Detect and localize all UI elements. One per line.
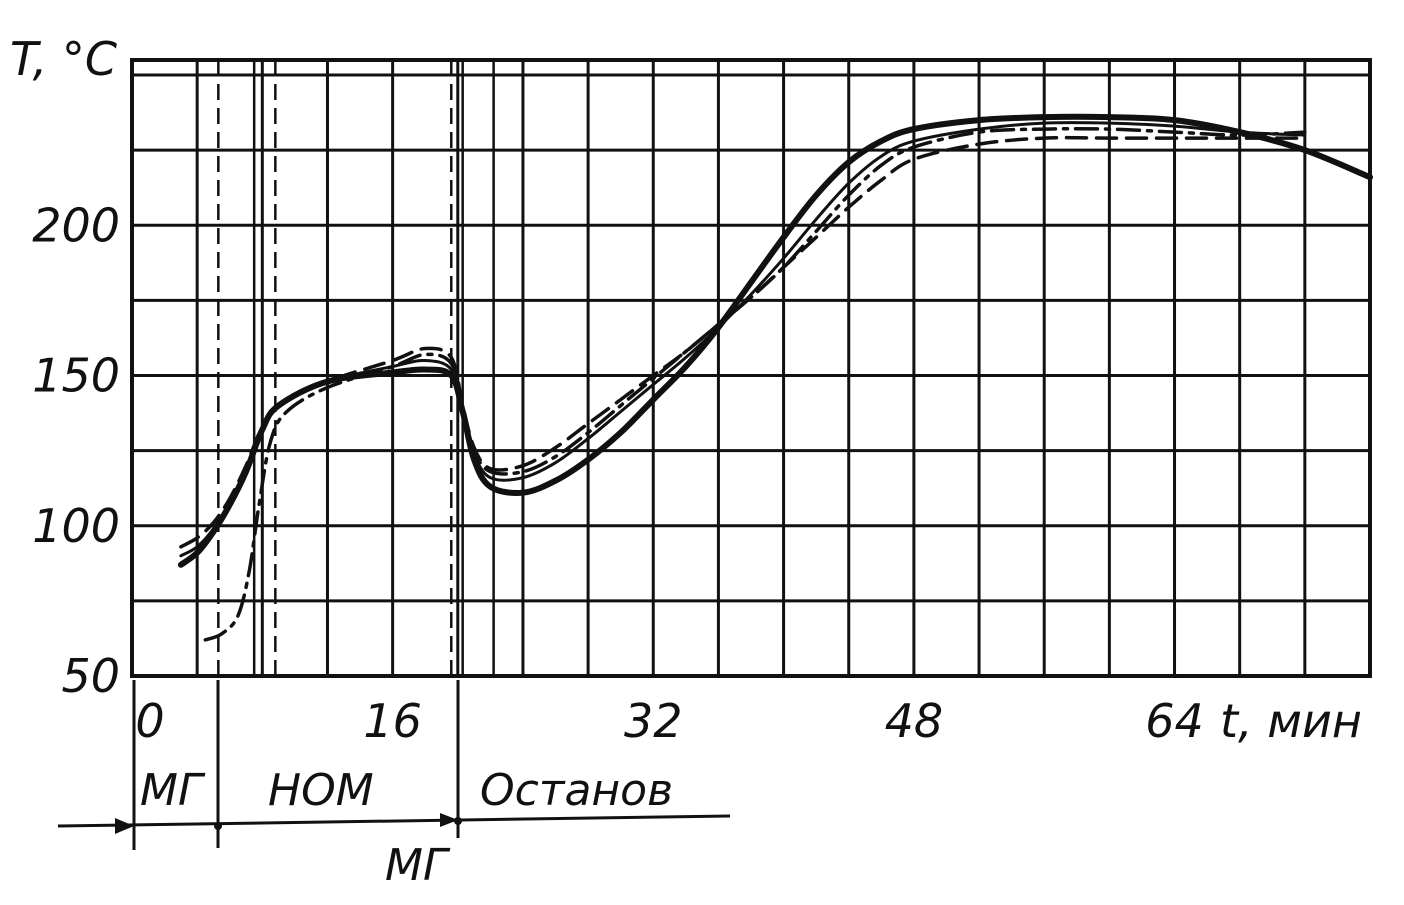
phase-label-mg-transition: МГ (385, 840, 451, 891)
y-tick-label: 100 (32, 499, 120, 553)
phase-timeline: МГ НОМ МГ Останов (57, 680, 731, 891)
x-tick-label: 64 (1145, 694, 1204, 748)
grid-layer (132, 60, 1370, 676)
series-layer (177, 113, 1373, 642)
series-line-solid-thick (177, 113, 1373, 568)
phase-timeline-line (57, 814, 731, 828)
x-tick-label: 16 (363, 694, 422, 748)
y-tick-label: 200 (32, 198, 120, 252)
series-line-dashed (179, 135, 1307, 549)
x-tick-label: 48 (885, 694, 944, 748)
series-line-dash-dot (203, 126, 1307, 642)
x-tick-label: 0 (135, 694, 164, 748)
phase-label-shutdown: Останов (480, 765, 673, 816)
phase-arrow-in (115, 818, 134, 834)
phase-label-nom: НОМ (268, 765, 374, 816)
phase-label-mg-start: МГ (140, 765, 206, 816)
phase-arrow-mid (440, 813, 458, 827)
phase-dot-1 (214, 822, 222, 830)
vertical-markers (217, 60, 495, 676)
y-tick-label: 50 (61, 649, 120, 703)
y-tick-label: 150 (32, 349, 120, 403)
tick-labels: 0 16 32 48 64 50 100 150 200 (32, 198, 1204, 748)
phase-dot-2 (454, 817, 462, 825)
y-axis-title: T, °C (10, 32, 117, 86)
x-tick-label: 32 (624, 694, 683, 748)
series-line-solid-thin (179, 121, 1307, 558)
plot-frame (130, 58, 1372, 678)
x-axis-title: t, мин (1220, 694, 1362, 748)
